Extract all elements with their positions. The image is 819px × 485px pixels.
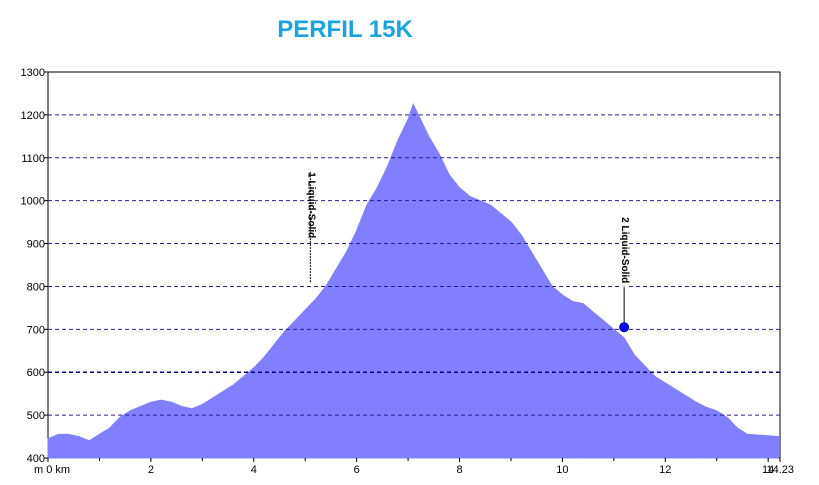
y-tick-label: 800 <box>27 281 45 293</box>
y-tick-label: 500 <box>27 410 45 422</box>
x-tick-label: 2 <box>148 464 154 476</box>
x-tick-label: 14.23 <box>766 464 794 476</box>
x-tick-label: 6 <box>354 464 360 476</box>
elevation-area <box>47 102 780 459</box>
y-tick-label: 1300 <box>21 67 45 79</box>
x-tick-label: 8 <box>456 464 462 476</box>
y-tick-label: 400 <box>27 453 45 465</box>
annotation-marker <box>619 322 630 333</box>
y-tick-label: 1100 <box>21 153 45 165</box>
x-tick-label: 14 <box>762 464 774 476</box>
x-tick-label: m 0 km <box>34 464 70 476</box>
y-tick-label: 1000 <box>21 196 45 208</box>
chart-title: PERFIL 15K <box>277 16 413 43</box>
annotation-label-bg <box>619 215 630 288</box>
annotation-label-2: 2 Liquid-Solid <box>619 217 630 283</box>
y-tick-label: 1200 <box>21 110 45 122</box>
x-tick-label: 12 <box>659 464 671 476</box>
x-tick-label: 10 <box>556 464 568 476</box>
y-tick-label: 600 <box>27 367 45 379</box>
annotation-label-1: 1 Liquid-Solid <box>305 172 316 238</box>
y-tick-label: 700 <box>27 324 45 336</box>
y-tick-label: 900 <box>27 239 45 251</box>
x-tick-label: 4 <box>251 464 257 476</box>
